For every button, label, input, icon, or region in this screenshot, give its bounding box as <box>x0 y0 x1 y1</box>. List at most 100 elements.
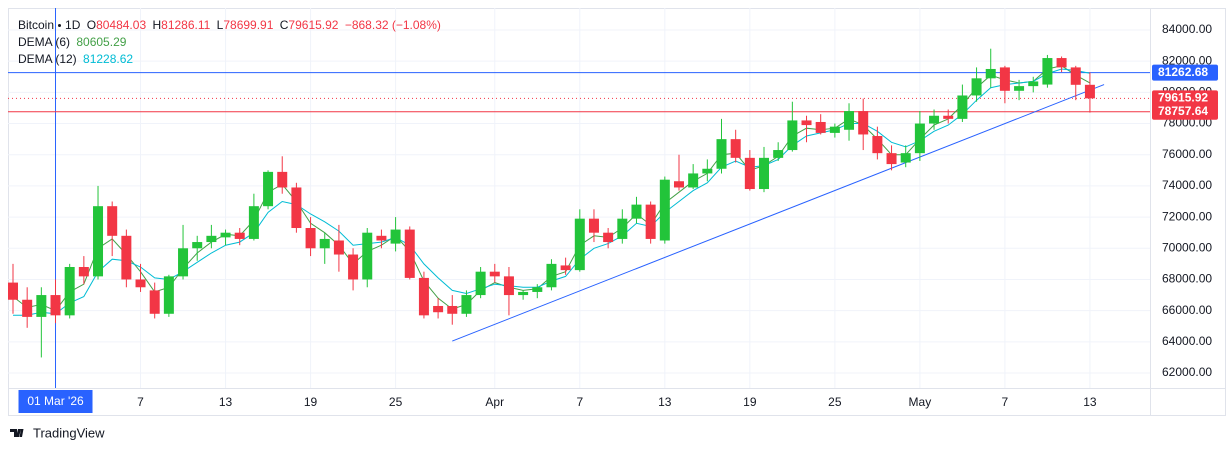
candle-body <box>418 277 429 316</box>
candle-body <box>999 67 1010 91</box>
candle-body <box>475 271 486 296</box>
y-tick-label: 84000.00 <box>1162 22 1212 36</box>
candle-body <box>135 279 146 288</box>
y-tick-label: 66000.00 <box>1162 303 1212 317</box>
candle-body <box>433 305 444 313</box>
candle-body <box>716 139 727 169</box>
candle-body <box>291 187 302 229</box>
candle-body <box>886 153 897 165</box>
x-tick-label: 7 <box>1002 395 1009 409</box>
y-tick-label: 76000.00 <box>1162 147 1212 161</box>
x-tick-label: 25 <box>828 395 842 409</box>
candle-body <box>447 305 458 314</box>
candle-body <box>787 120 798 151</box>
ohlc-value: 79615.92 <box>288 18 339 32</box>
ohlc-value: 78699.91 <box>223 18 274 32</box>
y-tick-label: 82000.00 <box>1162 53 1212 67</box>
candle-body <box>461 295 472 314</box>
change: −868.32 (−1.08%) <box>344 18 441 32</box>
candle-body <box>1028 81 1039 87</box>
candle-body <box>603 232 614 243</box>
last-price-label: 79615.92 <box>1158 91 1208 105</box>
y-tick-label: 74000.00 <box>1162 178 1212 192</box>
candle-body <box>673 181 684 188</box>
x-tick-label: 19 <box>743 395 757 409</box>
legend-entry: DEMA (6) 80605.29 <box>18 34 444 51</box>
candle-body <box>617 218 628 239</box>
candle-body <box>503 276 514 296</box>
candle-body <box>659 179 670 241</box>
candle-body <box>390 229 401 244</box>
candle-body <box>971 78 982 96</box>
candle-body <box>1070 67 1081 85</box>
ohlc-label: H <box>152 18 162 32</box>
candle-body <box>362 232 373 280</box>
candle-body <box>50 295 61 316</box>
hline-badge <box>1152 103 1218 120</box>
candle-body <box>844 111 855 130</box>
candle-body <box>149 290 160 314</box>
ohlc-value: 81286.11 <box>161 18 211 32</box>
candle-body <box>631 204 642 219</box>
axes: 62000.00 64000.00 66000.00 68000.00 70000.00… <box>18 22 1218 413</box>
candle-body <box>744 157 755 190</box>
candle-body <box>929 115 940 124</box>
candle-body <box>574 218 585 271</box>
candle-body <box>263 171 274 207</box>
candle-body <box>220 232 231 238</box>
candle-body <box>192 242 203 249</box>
candle-body <box>985 68 996 79</box>
ohlc-value: 80484.03 <box>96 18 147 32</box>
interval: 1D <box>65 18 81 32</box>
candle-body <box>773 150 784 158</box>
candle-body <box>645 204 656 239</box>
candle-body <box>943 115 954 119</box>
x-tick-label: 19 <box>304 395 318 409</box>
x-tick-label: 7 <box>137 395 144 409</box>
ohlc-label: L <box>216 18 224 32</box>
x-tick-label: 13 <box>219 395 233 409</box>
candle-body <box>957 95 968 119</box>
candle-body <box>121 235 132 280</box>
hline-badge <box>1152 64 1218 81</box>
candle-body <box>319 238 330 249</box>
candle-body <box>248 206 259 239</box>
candle-body <box>489 271 500 277</box>
separator <box>58 24 62 28</box>
candle-body <box>546 263 557 288</box>
candle-body <box>404 229 415 278</box>
ohlc-label: C <box>279 18 289 32</box>
crosshair-time-badge <box>18 390 93 413</box>
crosshair-time-label: 01 Mar '26 <box>27 394 84 408</box>
candle-body <box>1056 58 1067 68</box>
y-tick-label: 68000.00 <box>1162 272 1212 286</box>
candle-body <box>588 218 599 233</box>
x-tick-label: 25 <box>389 395 403 409</box>
candle-body <box>900 153 911 163</box>
y-tick-label: 64000.00 <box>1162 334 1212 348</box>
y-tick-label: 70000.00 <box>1162 240 1212 254</box>
x-tick-label: 13 <box>658 395 672 409</box>
candle-body <box>8 282 18 300</box>
candle-body <box>305 228 316 249</box>
legend-main: Bitcoin 1D O80484.03 H81286.11 L78699.91 … <box>18 17 444 34</box>
candle-body <box>333 240 344 255</box>
legend-value: 81228.62 <box>83 52 134 66</box>
candle-body <box>815 121 826 133</box>
trendline <box>452 84 1105 342</box>
candle-body <box>1014 86 1025 91</box>
legend-entry: DEMA (12) 81228.62 <box>18 51 444 68</box>
legend-name: DEMA (6) <box>18 35 71 49</box>
hline-label: 78757.64 <box>1158 104 1208 118</box>
hline-label: 81262.68 <box>1158 65 1208 79</box>
plot <box>8 8 1150 388</box>
candle-body <box>376 235 387 241</box>
candle-body <box>829 126 840 133</box>
candle-body <box>206 235 217 243</box>
x-tick-label: May <box>909 395 932 409</box>
legend-value: 80605.29 <box>76 35 127 49</box>
candle-body <box>178 248 189 277</box>
candle-body <box>93 206 104 277</box>
candle-body <box>872 136 883 154</box>
